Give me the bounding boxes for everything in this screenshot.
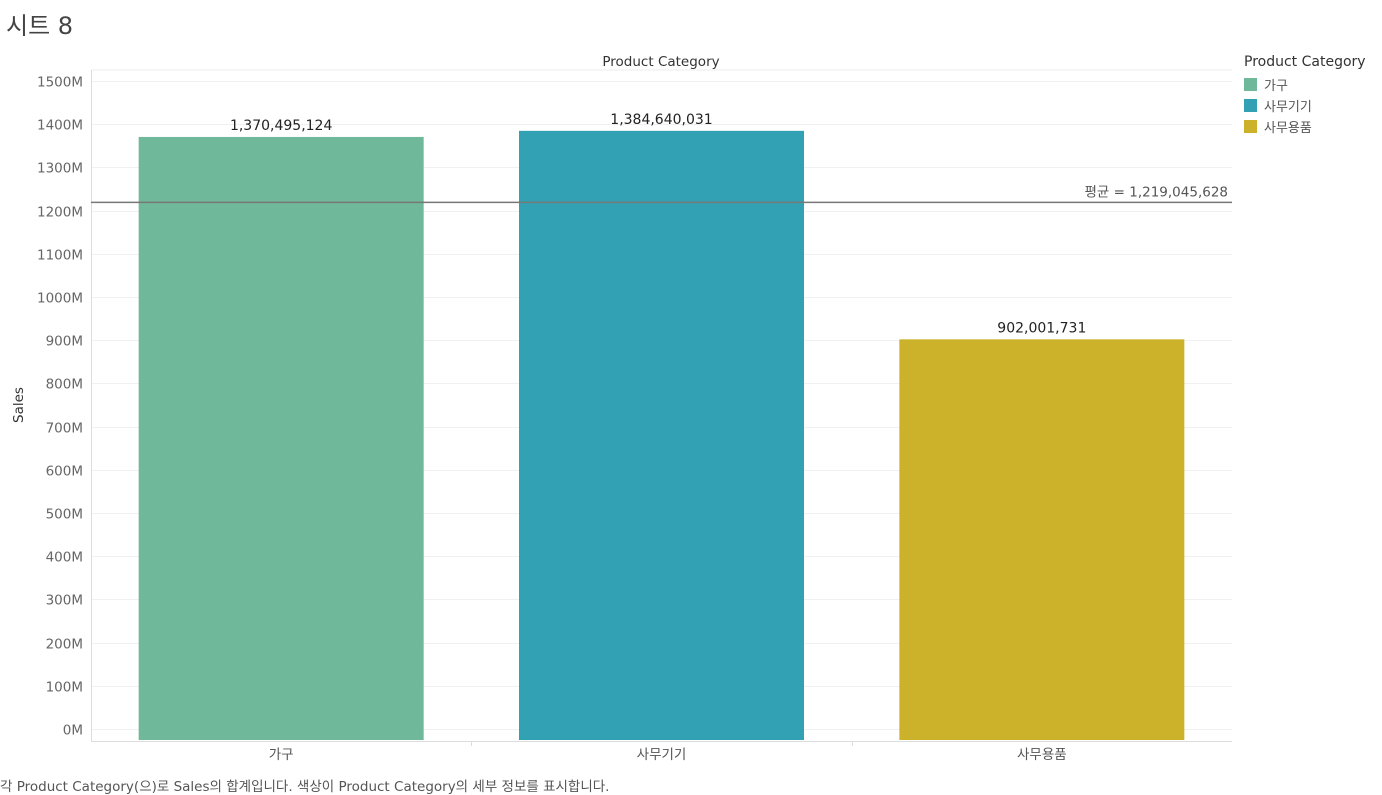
data-label: 902,001,731	[997, 320, 1086, 336]
sheet-title: 시트 8	[6, 12, 74, 40]
chart-title: Product Category	[602, 54, 719, 70]
y-tick-label: 0M	[63, 723, 83, 739]
legend-label: 사무용품	[1264, 121, 1312, 136]
bar-layer	[138, 130, 1185, 740]
y-tick-label: 300M	[46, 593, 83, 609]
legend: Product Category 가구 사무기기 사무용품	[1244, 54, 1366, 137]
y-tick-label: 700M	[46, 421, 83, 437]
legend-swatch	[1244, 78, 1257, 91]
legend-title: Product Category	[1244, 54, 1366, 70]
data-label: 1,384,640,031	[610, 112, 712, 128]
x-tick-label: 사무기기	[637, 747, 687, 763]
y-tick-label: 1500M	[37, 75, 83, 91]
y-tick-label: 1400M	[37, 118, 83, 134]
chart-caption: 각 Product Category(으)로 Sales의 합계입니다. 색상이…	[0, 779, 610, 795]
reference-line-label: 평균 = 1,219,045,628	[1085, 184, 1229, 200]
y-tick-label: 900M	[46, 334, 83, 350]
bar-chart: 0M 100M 200M 300M 400M 500M 600M 700M 800M 900M 10…	[11, 54, 1232, 764]
y-axis-title: Sales	[11, 387, 27, 423]
y-tick-label: 400M	[46, 550, 83, 566]
legend-swatch	[1244, 99, 1257, 112]
legend-item-office-machines[interactable]: 사무기기	[1244, 95, 1366, 116]
y-tick-label: 100M	[46, 680, 83, 696]
label-layer: 0M 100M 200M 300M 400M 500M 600M 700M 800M 900M 10…	[37, 75, 1228, 764]
legend-item-office-supplies[interactable]: 사무용품	[1244, 116, 1366, 137]
legend-item-furniture[interactable]: 가구	[1244, 74, 1366, 95]
y-tick-label: 1300M	[37, 161, 83, 177]
y-tick-label: 800M	[46, 377, 83, 393]
x-tick-label: 사무용품	[1017, 747, 1067, 763]
y-tick-label: 1100M	[37, 248, 83, 264]
bar[interactable]	[899, 339, 1185, 740]
legend-label: 가구	[1264, 79, 1288, 94]
y-tick-label: 200M	[46, 637, 83, 653]
y-tick-label: 1000M	[37, 291, 83, 307]
data-label: 1,370,495,124	[230, 118, 333, 134]
legend-label: 사무기기	[1264, 100, 1312, 115]
y-tick-label: 600M	[46, 464, 83, 480]
x-tick-label: 가구	[269, 747, 294, 763]
y-tick-label: 500M	[46, 507, 83, 523]
y-tick-label: 1200M	[37, 205, 83, 221]
bar[interactable]	[519, 130, 804, 740]
legend-swatch	[1244, 120, 1257, 133]
bar[interactable]	[138, 136, 424, 740]
